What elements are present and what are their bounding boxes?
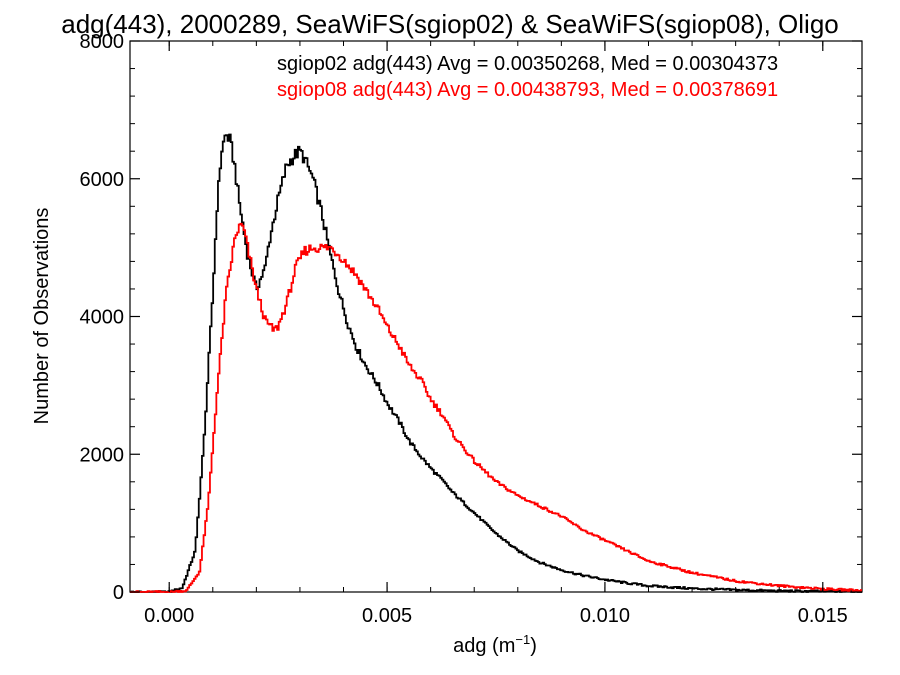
x-axis-label-main: adg (m bbox=[453, 635, 515, 657]
x-axis-label-superscript: −1 bbox=[515, 632, 530, 647]
series-line-0 bbox=[130, 133, 862, 593]
x-tick-label: 0.010 bbox=[580, 605, 630, 627]
y-tick-label: 4000 bbox=[80, 307, 125, 329]
x-axis-label-end: ) bbox=[530, 635, 537, 657]
x-axis: 0.000 0.005 0.010 0.015 bbox=[144, 41, 848, 627]
x-axis-label: adg (m−1) bbox=[453, 632, 537, 657]
y-tick-label: 8000 bbox=[80, 31, 125, 53]
legend-entry-sgiop08: sgiop08 adg(443) Avg = 0.00438793, Med =… bbox=[277, 79, 778, 101]
y-axis-label: Number of Observations bbox=[31, 208, 53, 425]
plot-frame bbox=[129, 40, 863, 593]
x-tick-label: 0.000 bbox=[144, 605, 194, 627]
x-tick-label: 0.015 bbox=[798, 605, 848, 627]
x-tick-label: 0.005 bbox=[362, 605, 412, 627]
series-group bbox=[130, 133, 862, 593]
y-axis: 0 2000 4000 6000 8000 bbox=[80, 31, 862, 604]
plot-frame-rect bbox=[129, 40, 863, 593]
legend-entry-sgiop02: sgiop02 adg(443) Avg = 0.00350268, Med =… bbox=[277, 53, 778, 75]
chart-title: adg(443), 2000289, SeaWiFS(sgiop02) & Se… bbox=[61, 9, 839, 39]
y-tick-label: 2000 bbox=[80, 444, 125, 466]
series-line-1 bbox=[130, 222, 862, 593]
legend: sgiop02 adg(443) Avg = 0.00350268, Med =… bbox=[277, 53, 778, 101]
y-tick-label: 6000 bbox=[80, 169, 125, 191]
y-tick-label: 0 bbox=[113, 582, 124, 604]
